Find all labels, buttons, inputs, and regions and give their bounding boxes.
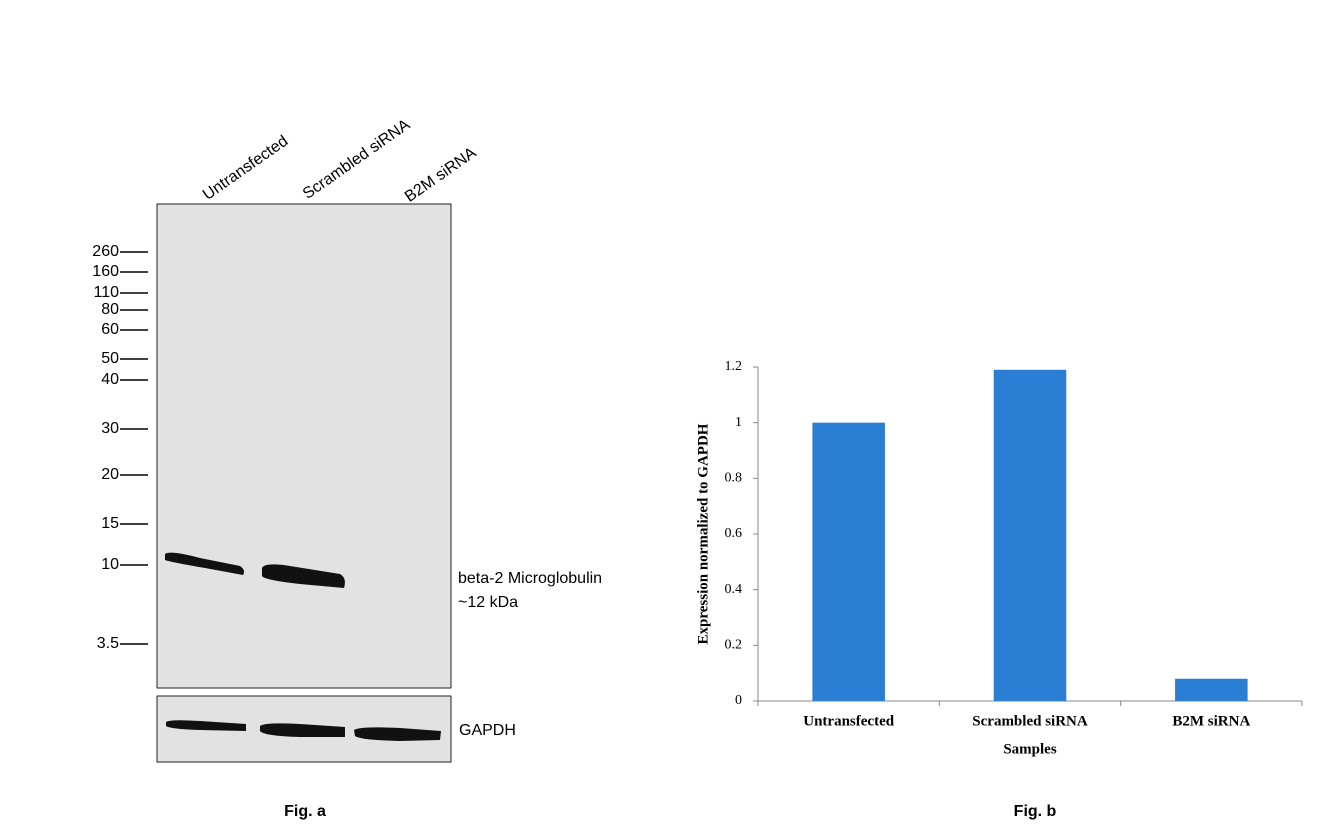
marker-label: 260 [92,243,119,260]
x-axis-title: Samples [1003,741,1057,757]
marker-label: 3.5 [97,635,119,652]
band [260,723,345,737]
loading-control-label: GAPDH [459,722,516,739]
y-axis-title: Expression normalized to GAPDH [695,423,711,644]
x-tick-label: Scrambled siRNA [972,713,1088,729]
x-tick-label: B2M siRNA [1172,713,1250,729]
y-tick-label: 0 [735,693,742,708]
marker-label: 50 [101,350,119,367]
y-tick-label: 0.6 [725,526,743,541]
y-tick-label: 0.4 [725,582,743,597]
marker-label: 40 [101,371,119,388]
band-label: beta-2 Microglobulin [458,570,602,587]
caption: Fig. b [1014,803,1057,820]
marker-label: 10 [101,556,119,573]
y-tick-label: 1.2 [725,359,743,374]
band [262,564,345,588]
x-tick-label: Untransfected [803,713,894,729]
bar [1175,678,1248,701]
bar [812,422,885,701]
y-tick-label: 0.8 [725,471,743,486]
y-tick-label: 1 [735,415,742,430]
marker-label: 80 [101,301,119,318]
marker-label: 20 [101,466,119,483]
blot-membrane [156,203,452,689]
band-label: ~12 kDa [458,594,518,611]
y-tick-label: 0.2 [725,638,743,653]
marker-label: 110 [93,284,119,301]
band [165,552,244,575]
band [354,727,441,741]
caption: Fig. a [284,803,326,820]
marker-label: 30 [101,420,119,437]
marker-label: 60 [101,321,119,338]
bar [993,369,1067,701]
marker-label: 15 [101,515,119,532]
band [166,720,246,731]
marker-label: 160 [92,263,119,280]
